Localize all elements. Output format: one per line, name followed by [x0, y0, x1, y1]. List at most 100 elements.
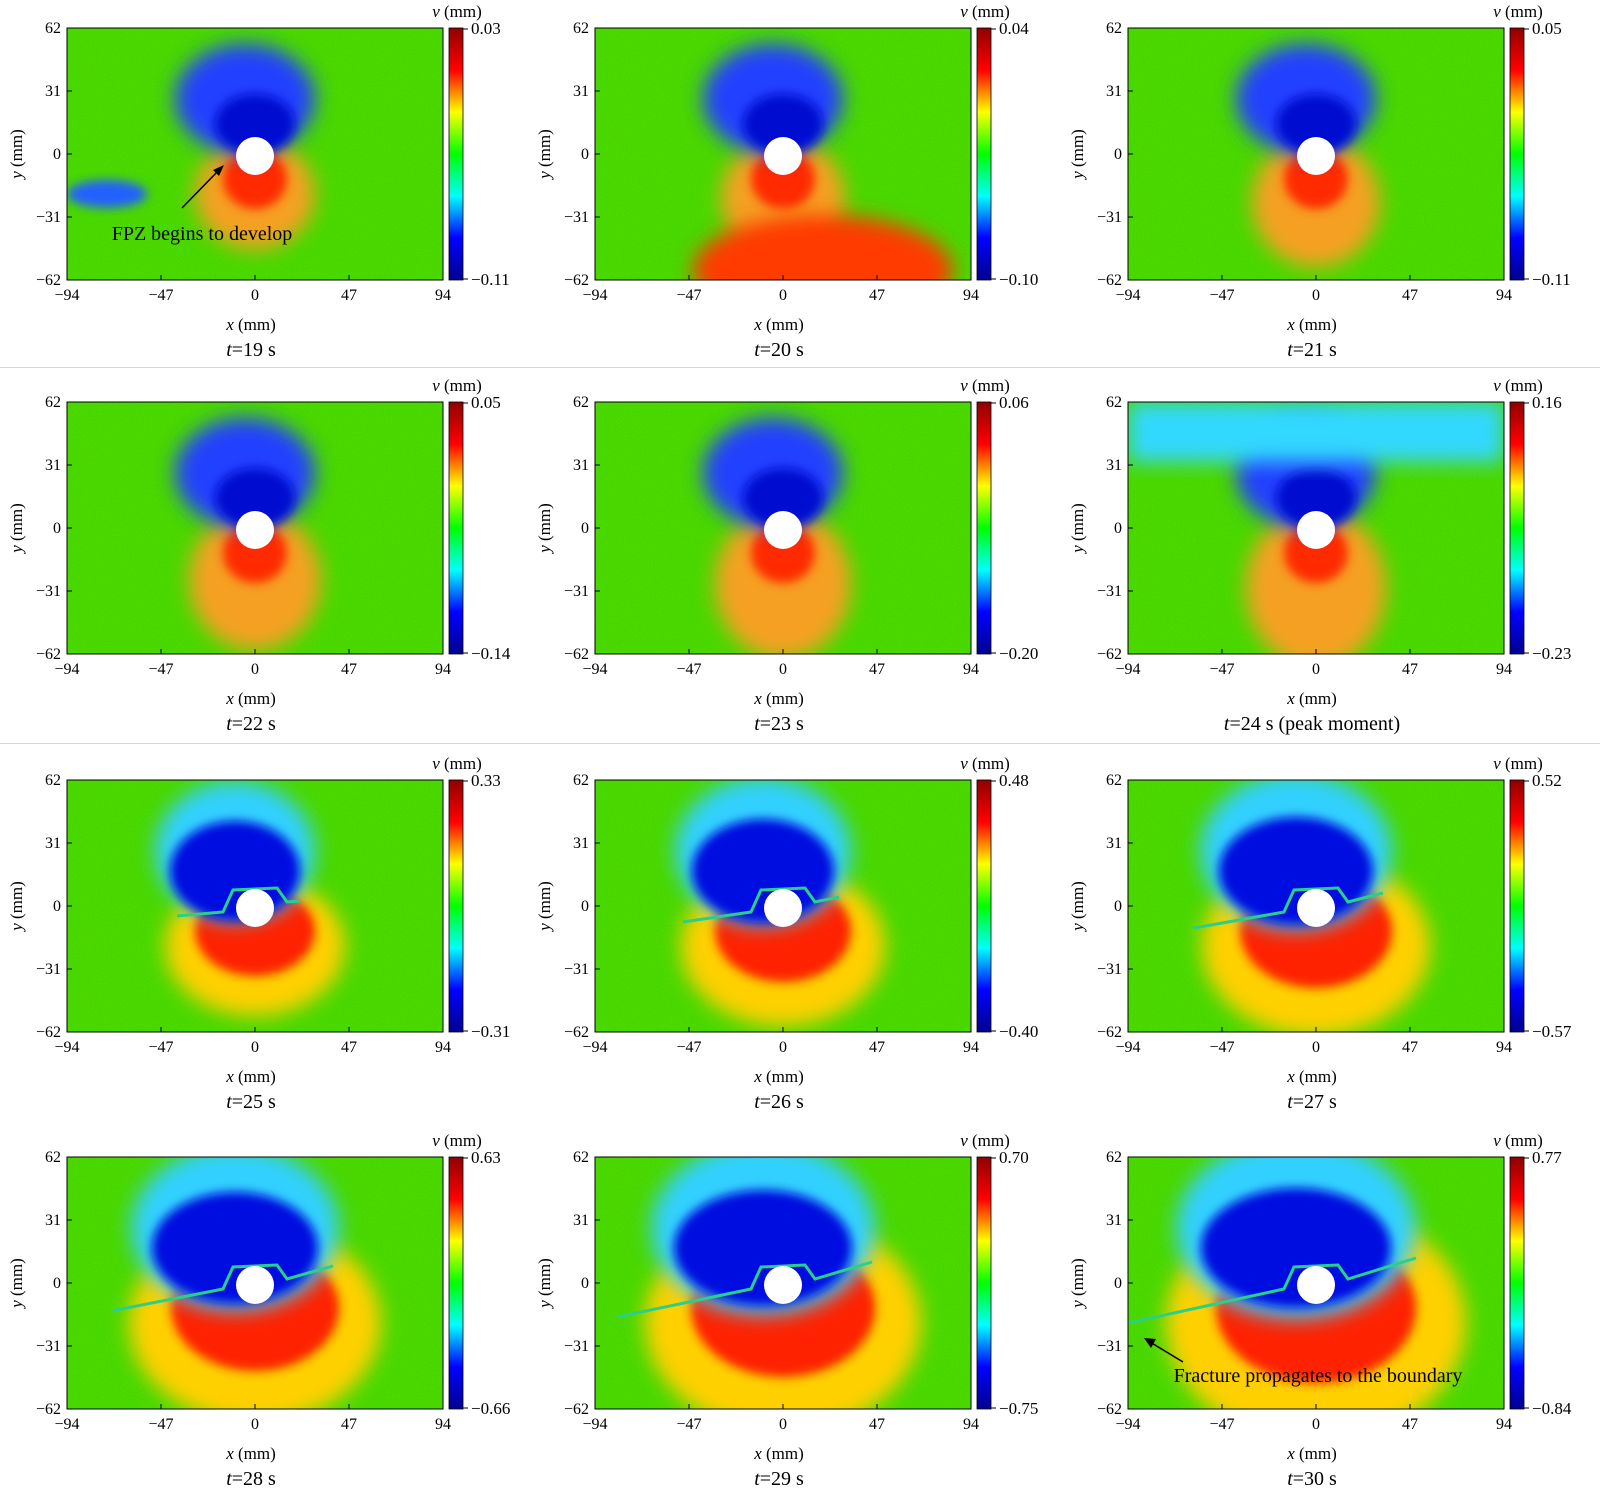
row-separator: [0, 367, 1600, 368]
arrowhead-icon: [1144, 1338, 1156, 1348]
displacement-field: [67, 780, 443, 1032]
colorbar: [976, 401, 992, 655]
colorbar: [448, 1156, 464, 1410]
y-tick-label: −62: [1097, 272, 1122, 289]
colorbar-label: v (mm): [432, 376, 482, 395]
colorbar-label: v (mm): [1493, 754, 1543, 773]
borehole: [1297, 511, 1335, 549]
heatmap-panel: −94 −47 0 47 94 62 31 0 −31 −62 x (mm) y (mm) t=20 s…: [535, 2, 1038, 361]
heatmap-panel: −94 −47 0 47 94 62 31 0 −31 −62 x (mm) y (mm) t=29 s…: [535, 1131, 1038, 1490]
borehole: [764, 511, 802, 549]
y-axis-label: y (mm): [7, 503, 26, 555]
x-tick-label: 94: [435, 1416, 451, 1433]
heatmap-panel: −94 −47 0 47 94 62 31 0 −31 −62 x (mm) y (mm) t=23 s…: [535, 376, 1038, 735]
y-tick-label: 62: [573, 772, 589, 789]
y-tick-label: 0: [53, 146, 61, 163]
colorbar-min-label: −0.20: [999, 644, 1038, 663]
colorbar-max-label: 0.16: [1532, 393, 1562, 412]
cool-zone: [1276, 468, 1356, 528]
x-axis-label: x (mm): [753, 689, 804, 708]
row-separator: [0, 743, 1600, 744]
y-tick-label: 62: [45, 20, 61, 37]
colorbar-label: v (mm): [1493, 376, 1543, 395]
colorbar: [1509, 27, 1525, 281]
x-tick-label: 94: [963, 661, 979, 678]
arrowhead-icon: [213, 165, 224, 176]
x-tick-label: 0: [251, 661, 259, 678]
colorbar: [1509, 1156, 1525, 1410]
cool-zone: [1128, 402, 1504, 462]
cool-zone: [1276, 94, 1356, 154]
y-tick-label: 0: [1114, 898, 1122, 915]
x-tick-label: 94: [963, 1416, 979, 1433]
x-tick-label: 0: [779, 1416, 787, 1433]
colorbar-min-label: −0.57: [1532, 1022, 1572, 1041]
colorbar-min-label: −0.84: [1532, 1399, 1572, 1418]
colorbar-min-label: −0.66: [471, 1399, 510, 1418]
x-tick-label: −47: [1209, 287, 1234, 304]
x-tick-label: −47: [1209, 661, 1234, 678]
annotation-text: Fracture propagates to the boundary: [1174, 1365, 1463, 1387]
x-axis-label: x (mm): [753, 315, 804, 334]
y-tick-label: −31: [564, 583, 589, 600]
y-tick-label: 31: [573, 83, 589, 100]
x-tick-label: 94: [1496, 1039, 1512, 1056]
colorbar-label: v (mm): [1493, 2, 1543, 21]
y-axis-label: y (mm): [535, 1258, 554, 1310]
y-tick-label: −62: [36, 1024, 61, 1041]
displacement-field: [595, 780, 971, 1032]
x-tick-label: 47: [341, 1416, 357, 1433]
cool-zone: [743, 468, 823, 528]
y-tick-label: 31: [45, 1212, 61, 1229]
cool-zone: [152, 1192, 318, 1304]
y-tick-label: 62: [573, 20, 589, 37]
panel-title: t=30 s: [1287, 1468, 1337, 1490]
x-tick-label: 94: [1496, 287, 1512, 304]
colorbar-min-label: −0.11: [471, 270, 510, 289]
colorbar: [448, 27, 464, 281]
x-tick-label: −94: [1115, 287, 1140, 304]
heatmap-panel: −94 −47 0 47 94 62 31 0 −31 −62 x (mm) y (mm) t=19 s…: [7, 2, 510, 361]
heatmap-panel: −94 −47 0 47 94 62 31 0 −31 −62 x (mm) y (mm) t=24 s…: [1068, 376, 1571, 735]
colorbar-max-label: 0.06: [999, 393, 1029, 412]
x-tick-label: 0: [251, 1416, 259, 1433]
y-tick-label: −62: [36, 1401, 61, 1418]
x-tick-label: 47: [341, 1039, 357, 1056]
colorbar-min-label: −0.14: [471, 644, 511, 663]
colorbar-max-label: 0.70: [999, 1148, 1029, 1167]
x-tick-label: −94: [582, 287, 607, 304]
panel-title: t=23 s: [754, 713, 804, 735]
borehole: [236, 137, 274, 175]
colorbar-min-label: −0.10: [999, 270, 1038, 289]
x-tick-label: 94: [435, 1039, 451, 1056]
y-tick-label: −31: [1097, 961, 1122, 978]
y-tick-label: 31: [1106, 83, 1122, 100]
y-tick-label: 31: [573, 835, 589, 852]
x-axis-label: x (mm): [1286, 689, 1337, 708]
borehole: [764, 889, 802, 927]
x-axis-label: x (mm): [1286, 315, 1337, 334]
y-tick-label: 62: [1106, 394, 1122, 411]
borehole: [236, 889, 274, 927]
colorbar: [1509, 401, 1525, 655]
x-tick-label: −94: [582, 661, 607, 678]
y-tick-label: 0: [1114, 520, 1122, 537]
colorbar-label: v (mm): [960, 2, 1010, 21]
x-axis-label: x (mm): [1286, 1444, 1337, 1463]
x-tick-label: 0: [1312, 1416, 1320, 1433]
heatmap-panel: −94 −47 0 47 94 62 31 0 −31 −62 x (mm) y (mm) t=25 s…: [7, 754, 510, 1113]
colorbar-label: v (mm): [432, 754, 482, 773]
y-axis-label: y (mm): [535, 881, 554, 933]
y-tick-label: −62: [36, 272, 61, 289]
y-tick-label: −62: [564, 1401, 589, 1418]
x-tick-label: 0: [1312, 287, 1320, 304]
y-tick-label: −62: [564, 646, 589, 663]
y-tick-label: 0: [53, 520, 61, 537]
colorbar-label: v (mm): [1493, 1131, 1543, 1150]
borehole: [764, 137, 802, 175]
heatmap-panel: −94 −47 0 47 94 62 31 0 −31 −62 x (mm) y (mm) t=27 s…: [1068, 754, 1572, 1113]
y-axis-label: y (mm): [1068, 1258, 1087, 1310]
colorbar-max-label: 0.33: [471, 771, 501, 790]
x-tick-label: −47: [148, 1039, 173, 1056]
cool-zone: [215, 94, 295, 154]
